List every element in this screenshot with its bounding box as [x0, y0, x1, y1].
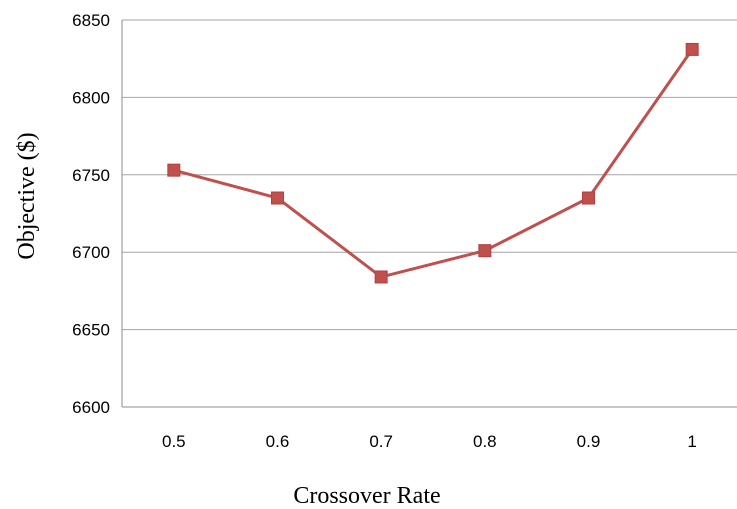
- data-point-marker: [685, 42, 699, 56]
- data-point-marker: [478, 244, 492, 258]
- gridlines: [122, 19, 737, 331]
- y-tick-label: 6750: [72, 166, 110, 185]
- data-point-marker: [374, 270, 388, 284]
- y-axis-title: Objective ($): [14, 132, 40, 259]
- data-point-marker: [167, 163, 181, 177]
- y-tick-label: 6850: [72, 11, 110, 30]
- series-line: [173, 48, 694, 279]
- x-tick-label: 0.5: [162, 432, 186, 451]
- x-tick-label: 0.7: [369, 432, 393, 451]
- x-tick-label: 0.9: [577, 432, 601, 451]
- data-point-marker: [271, 191, 284, 205]
- y-axis-ticks: 6600 6650 6700 6750 6800 6850: [72, 11, 110, 417]
- x-axis-title: Crossover Rate: [293, 483, 440, 509]
- y-tick-label: 6600: [72, 398, 110, 417]
- y-tick-label: 6800: [72, 88, 110, 107]
- x-tick-label: 0.6: [266, 432, 290, 451]
- series-group: [167, 42, 699, 284]
- y-tick-label: 6650: [72, 321, 110, 340]
- x-tick-label: 1: [687, 432, 696, 451]
- x-tick-label: 0.8: [473, 432, 497, 451]
- x-axis-ticks: 0.5 0.6 0.7 0.8 0.9 1: [162, 432, 697, 451]
- data-point-marker: [582, 191, 595, 205]
- y-tick-label: 6700: [72, 243, 110, 262]
